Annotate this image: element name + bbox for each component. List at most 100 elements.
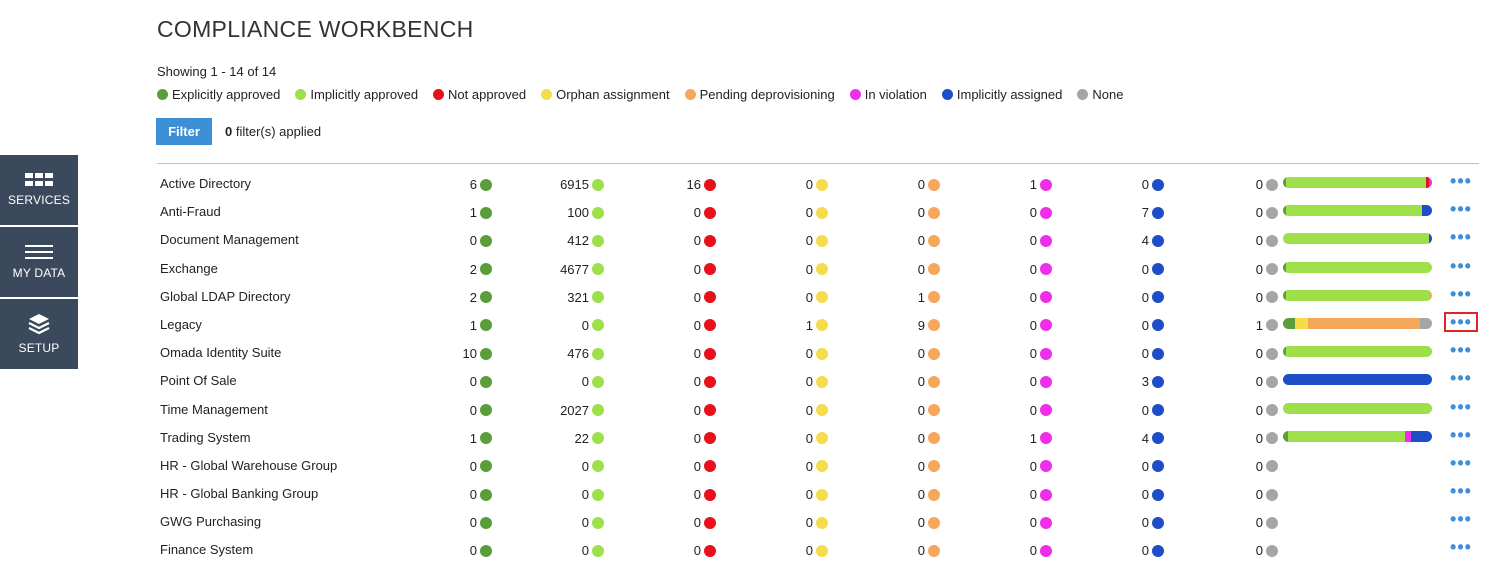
status-dot bbox=[704, 178, 716, 191]
status-count: 10 bbox=[402, 346, 492, 361]
status-count-value: 0 bbox=[1029, 487, 1037, 503]
status-dot bbox=[592, 263, 604, 276]
distribution-segment bbox=[1283, 205, 1286, 217]
status-count-value: 1 bbox=[1029, 430, 1037, 446]
status-dot bbox=[1152, 544, 1164, 557]
status-count: 0 bbox=[402, 543, 492, 558]
nav-setup-label: SETUP bbox=[18, 341, 60, 355]
status-count: 0 bbox=[1188, 543, 1278, 558]
status-count-value: 0 bbox=[581, 374, 589, 390]
legend-dot bbox=[157, 89, 168, 100]
status-dot bbox=[1152, 178, 1164, 191]
system-name: Active Directory bbox=[160, 176, 252, 191]
status-dot bbox=[928, 206, 940, 219]
status-count-value: 0 bbox=[805, 515, 813, 531]
filter-status: 0 filter(s) applied bbox=[225, 124, 321, 139]
status-count: 0 bbox=[1188, 233, 1278, 248]
status-dot bbox=[816, 234, 828, 247]
status-count: 0 bbox=[962, 262, 1052, 277]
status-count: 16 bbox=[626, 177, 716, 192]
status-count: 0 bbox=[962, 318, 1052, 333]
status-dot bbox=[1266, 516, 1278, 529]
more-options-button[interactable]: ••• bbox=[1450, 283, 1472, 304]
status-dot bbox=[928, 234, 940, 247]
status-count: 1 bbox=[402, 431, 492, 446]
status-count: 0 bbox=[962, 543, 1052, 558]
legend-item: In violation bbox=[849, 87, 927, 102]
system-name: Finance System bbox=[160, 542, 254, 558]
status-count: 0 bbox=[1188, 177, 1278, 192]
status-count: 0 bbox=[962, 487, 1052, 502]
more-options-button[interactable]: ••• bbox=[1450, 452, 1472, 473]
more-options-button[interactable]: ••• bbox=[1450, 481, 1472, 502]
distribution-segment bbox=[1283, 177, 1286, 188]
status-count: 0 bbox=[514, 487, 604, 502]
status-count: 0 bbox=[738, 487, 828, 502]
system-list: Active Directory 6 6915 16 0 0 1 0 0 ••• Anti-Frau… bbox=[0, 170, 1504, 565]
status-count-value: 2027 bbox=[560, 402, 589, 418]
status-count-value: 0 bbox=[1141, 289, 1149, 305]
status-count-value: 0 bbox=[805, 233, 813, 249]
status-count: 0 bbox=[1188, 459, 1278, 474]
status-count: 0 bbox=[962, 403, 1052, 418]
nav-my-data[interactable]: MY DATA bbox=[0, 227, 78, 297]
status-count: 0 bbox=[738, 205, 828, 220]
more-options-button[interactable]: ••• bbox=[1450, 199, 1472, 220]
more-options-button[interactable]: ••• bbox=[1450, 227, 1472, 248]
distribution-bar bbox=[1283, 374, 1432, 386]
status-dot bbox=[704, 319, 716, 332]
more-options-button[interactable]: ••• bbox=[1450, 171, 1472, 191]
status-count-value: 0 bbox=[1255, 233, 1263, 249]
status-dot bbox=[480, 263, 492, 276]
nav-my-data-label: MY DATA bbox=[12, 266, 66, 280]
status-dot bbox=[816, 319, 828, 332]
status-count-value: 0 bbox=[469, 543, 477, 559]
status-count: 3 bbox=[1074, 374, 1164, 389]
legend-dot bbox=[849, 89, 861, 100]
status-count-value: 0 bbox=[1141, 458, 1149, 474]
system-name: HR - Global Warehouse Group bbox=[160, 457, 338, 473]
status-count: 321 bbox=[514, 290, 604, 305]
more-options-button[interactable]: ••• bbox=[1450, 340, 1472, 361]
system-name: Omada Identity Suite bbox=[160, 345, 282, 361]
status-count-value: 1 bbox=[917, 289, 925, 305]
more-options-button[interactable]: ••• bbox=[1444, 311, 1478, 332]
status-count-value: 0 bbox=[805, 346, 813, 362]
status-dot bbox=[928, 488, 940, 501]
status-dot bbox=[1152, 291, 1164, 304]
status-count-value: 0 bbox=[1255, 346, 1263, 362]
distribution-segment bbox=[1307, 317, 1420, 329]
more-options-button[interactable]: ••• bbox=[1450, 424, 1472, 445]
status-count-value: 4677 bbox=[560, 261, 589, 277]
status-count-value: 0 bbox=[805, 261, 813, 277]
status-dot bbox=[704, 234, 716, 247]
status-dot bbox=[816, 516, 828, 529]
status-dot bbox=[1152, 319, 1164, 332]
status-count-value: 0 bbox=[1029, 458, 1037, 474]
filter-button[interactable]: Filter bbox=[156, 118, 212, 145]
more-options-button[interactable]: ••• bbox=[1450, 255, 1472, 276]
status-count-value: 0 bbox=[469, 374, 477, 390]
more-options-button[interactable]: ••• bbox=[1450, 396, 1472, 417]
legend-dot bbox=[541, 89, 553, 100]
status-count: 0 bbox=[626, 543, 716, 558]
table-row: Active Directory 6 6915 16 0 0 1 0 0 ••• bbox=[0, 170, 1504, 198]
status-count-value: 0 bbox=[693, 374, 701, 390]
status-count: 0 bbox=[1074, 543, 1164, 558]
status-count: 0 bbox=[514, 459, 604, 474]
status-dot bbox=[704, 404, 716, 416]
table-row: HR - Global Warehouse Group 0 0 0 0 0 0 0 0 ••• bbox=[0, 452, 1504, 480]
more-options-button[interactable]: ••• bbox=[1450, 368, 1472, 389]
more-options-button[interactable]: ••• bbox=[1450, 537, 1472, 558]
nav-setup[interactable]: SETUP bbox=[0, 299, 78, 369]
more-options-button[interactable]: ••• bbox=[1450, 509, 1472, 530]
status-count: 0 bbox=[626, 262, 716, 277]
status-dot bbox=[816, 404, 828, 416]
status-dot bbox=[816, 263, 828, 276]
nav-services[interactable]: SERVICES bbox=[0, 155, 78, 225]
status-count-value: 0 bbox=[1029, 346, 1037, 362]
status-count: 0 bbox=[850, 205, 940, 220]
status-dot bbox=[592, 460, 604, 473]
status-count: 0 bbox=[738, 374, 828, 389]
status-dot bbox=[480, 178, 492, 191]
